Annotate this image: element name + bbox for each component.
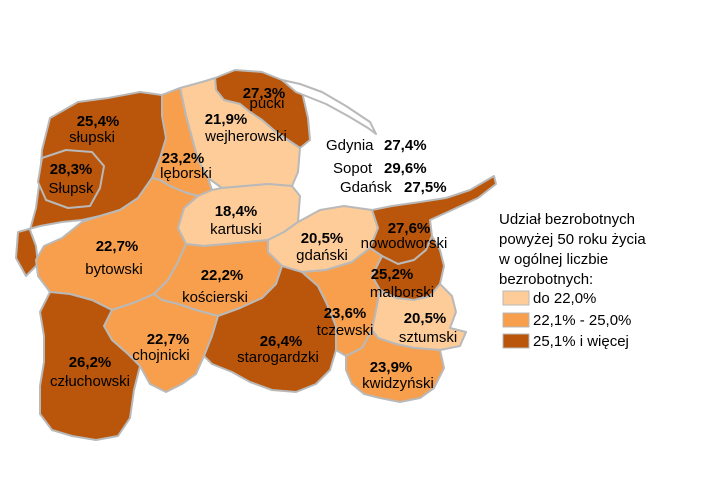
value-kartuski: 18,4% (215, 203, 258, 220)
legend-title-line-4: bezrobotnych: (499, 271, 593, 288)
legend-swatch-low (502, 290, 530, 306)
legend-label-low: do 22,0% (533, 290, 596, 307)
city-name-sopot: Sopot (333, 160, 373, 177)
value-slupsk-city: 28,3% (50, 161, 93, 178)
value-czluchowski: 26,2% (69, 354, 112, 371)
label-tczewski: tczewski (317, 322, 374, 339)
region-slupsk-city (37, 149, 105, 209)
legend-title-line-1: Udział bezrobotnych (499, 211, 635, 228)
label-czluchowski: człuchowski (50, 373, 130, 390)
value-bytowski: 22,7% (96, 238, 139, 255)
city-value-gdynia: 27,4% (384, 137, 427, 154)
value-sztumski: 20,5% (404, 310, 447, 327)
region-starogardzki (203, 265, 337, 393)
value-malborski: 25,2% (371, 266, 414, 283)
value-nowodworski: 27,6% (388, 220, 431, 237)
region-labels: 27,3% pucki 21,9% wejherowski 25,4% słup… (48, 85, 457, 392)
label-malborski: malborski (370, 284, 434, 301)
label-kwidzynski: kwidzyński (362, 375, 434, 392)
value-leborski: 23,2% (162, 150, 205, 167)
legend-swatch-mid (502, 312, 530, 328)
value-pucki: 27,3% (243, 85, 286, 102)
label-leborski: lęborski (160, 165, 212, 182)
label-koscierski: kościerski (182, 289, 248, 306)
label-chojnicki: chojnicki (132, 347, 190, 364)
label-pucki: pucki (249, 95, 284, 112)
label-slupski: słupski (69, 129, 115, 146)
city-name-gdansk: Gdańsk (340, 179, 392, 196)
region-kwidzynski (345, 329, 445, 403)
legend-label-mid: 22,1% - 25,0% (533, 312, 631, 329)
legend: Udział bezrobotnych powyżej 50 roku życi… (498, 211, 646, 350)
value-wejherowski: 21,9% (205, 111, 248, 128)
label-starogardzki: starogardzki (237, 349, 319, 366)
value-gdanski: 20,5% (301, 230, 344, 247)
label-gdanski: gdański (296, 247, 348, 264)
value-chojnicki: 22,7% (147, 331, 190, 348)
label-bytowski: bytowski (85, 261, 143, 278)
city-value-gdansk: 27,5% (404, 179, 447, 196)
label-wejherowski: wejherowski (204, 128, 287, 145)
label-slupsk-city: Słupsk (48, 180, 94, 197)
region-czluchowski (39, 291, 141, 441)
city-labels: Gdynia 27,4% Sopot 29,6% Gdańsk 27,5% (326, 137, 447, 196)
label-sztumski: sztumski (399, 329, 457, 346)
legend-swatch-high (502, 333, 530, 349)
city-value-sopot: 29,6% (384, 160, 427, 177)
city-name-gdynia: Gdynia (326, 137, 374, 154)
legend-label-high: 25,1% i więcej (533, 333, 629, 350)
value-slupski: 25,4% (77, 113, 120, 130)
label-kartuski: kartuski (210, 221, 262, 238)
value-koscierski: 22,2% (201, 267, 244, 284)
label-nowodworski: nowodworski (361, 235, 448, 252)
legend-title-line-2: powyżej 50 roku życia (499, 231, 646, 248)
value-starogardzki: 26,4% (260, 333, 303, 350)
hel-peninsula (281, 79, 377, 135)
legend-title-line-3: w ogólnej liczbie (498, 251, 608, 268)
value-tczewski: 23,6% (324, 305, 367, 322)
value-kwidzynski: 23,9% (370, 359, 413, 376)
